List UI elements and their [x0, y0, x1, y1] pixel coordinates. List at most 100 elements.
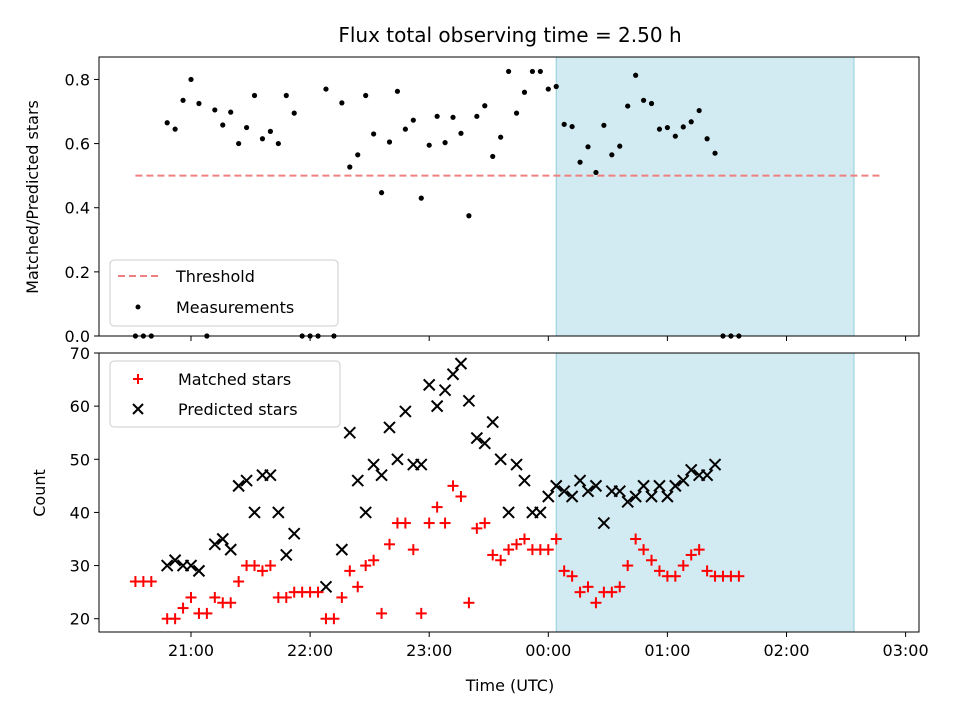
predicted-stars-point [216, 532, 229, 546]
matched-stars-point [439, 517, 451, 529]
measurement-point [529, 68, 536, 75]
matched-stars-point [280, 591, 292, 603]
measurement-point [426, 142, 432, 148]
matched-stars-point [431, 501, 443, 513]
measurement-point [569, 123, 575, 130]
measurement-point [164, 120, 170, 126]
matched-stars-point [177, 602, 189, 614]
y-tick-label: 50 [70, 450, 90, 469]
measurement-point [506, 68, 512, 75]
predicted-stars-point [438, 383, 452, 397]
x-tick-label: 23:00 [406, 641, 452, 660]
y-tick-label: 0.0 [65, 327, 90, 346]
matched-stars-point [479, 517, 491, 529]
predicted-stars-point [510, 458, 523, 471]
predicted-stars-point [288, 527, 301, 540]
predicted-stars-point [581, 484, 595, 498]
predicted-stars-point [613, 484, 626, 498]
y-tick-label: 0.2 [65, 263, 90, 282]
legend-measurements-swatch [135, 304, 141, 310]
matched-stars-point [256, 565, 268, 577]
legend-matched-label: Matched stars [178, 370, 291, 389]
matched-stars-point [169, 613, 181, 625]
y-tick-label: 20 [70, 610, 90, 629]
matched-stars-point [487, 549, 499, 561]
measurement-point [347, 164, 353, 170]
predicted-stars-point [208, 538, 222, 551]
predicted-stars-point [685, 463, 698, 477]
measurement-point [394, 88, 401, 94]
matched-stars-point [677, 560, 689, 572]
matched-stars-point [399, 517, 411, 529]
x-tick-label: 03:00 [883, 641, 929, 660]
measurement-point [537, 68, 543, 75]
measurement-point [680, 124, 686, 130]
measurement-point [291, 110, 297, 116]
matched-stars-point [209, 591, 221, 603]
matched-stars-point [415, 607, 427, 619]
predicted-stars-point [319, 580, 333, 594]
matched-stars-point [511, 538, 523, 550]
measurement-point [212, 107, 218, 113]
measurement-point [490, 153, 496, 160]
matched-stars-point [574, 586, 586, 598]
count-y-axis-label: Count [30, 469, 49, 517]
predicted-stars-point [375, 469, 388, 482]
predicted-stars-point [232, 479, 245, 493]
legend-threshold-label: Threshold [175, 267, 255, 286]
predicted-stars-point [391, 453, 404, 466]
matched-stars-point [455, 490, 467, 502]
predicted-stars-point [621, 495, 634, 509]
measurement-point [466, 213, 472, 219]
matched-stars-point [693, 544, 705, 556]
measurement-point [648, 100, 655, 107]
matched-stars-point [336, 591, 348, 603]
y-tick-label: 0.8 [65, 70, 90, 89]
predicted-stars-point [677, 474, 690, 487]
predicted-stars-point [446, 368, 460, 381]
observing-window-shade [555, 56, 855, 337]
measurement-point [220, 122, 226, 128]
predicted-stars-point [422, 378, 436, 392]
y-tick-label: 0.6 [65, 135, 90, 154]
measurement-point [593, 169, 599, 176]
matched-stars-point [463, 597, 475, 609]
predicted-stars-point [645, 490, 658, 503]
measurement-point [402, 126, 408, 132]
matched-stars-point [145, 576, 157, 588]
predicted-stars-point [700, 469, 714, 482]
measurement-point [482, 103, 488, 109]
measurement-point [251, 92, 258, 99]
predicted-stars-point [224, 543, 237, 556]
matched-stars-point [360, 560, 372, 572]
measurement-point [323, 86, 329, 92]
predicted-stars-point [518, 474, 531, 487]
matched-stars-point [312, 586, 324, 598]
predicted-stars-point [264, 469, 277, 482]
chart-title: Flux total observing time = 2.50 h [338, 23, 681, 47]
matched-stars-point [653, 565, 665, 577]
measurement-point [243, 124, 250, 131]
x-tick-label: 02:00 [763, 641, 809, 660]
measurement-point [355, 152, 361, 158]
measurement-point [474, 113, 480, 119]
matched-stars-point [503, 544, 515, 556]
matched-stars-point [495, 554, 507, 566]
matched-stars-point [423, 517, 435, 529]
measurement-point [267, 128, 273, 134]
measurement-point [180, 97, 186, 103]
x-tick-label: 00:00 [525, 641, 571, 660]
measurement-point [275, 140, 281, 147]
predicted-stars-point [454, 357, 468, 370]
matched-stars-point [225, 597, 237, 609]
measurement-point [561, 121, 567, 127]
measurement-point [577, 159, 583, 165]
predicted-stars-point [573, 474, 587, 487]
predicted-stars-point [470, 431, 484, 445]
predicted-stars-point [168, 554, 182, 567]
predicted-stars-point [462, 394, 476, 408]
y-tick-label: 40 [70, 503, 90, 522]
matched-stars-point [622, 560, 634, 572]
x-tick-label: 21:00 [168, 641, 214, 660]
